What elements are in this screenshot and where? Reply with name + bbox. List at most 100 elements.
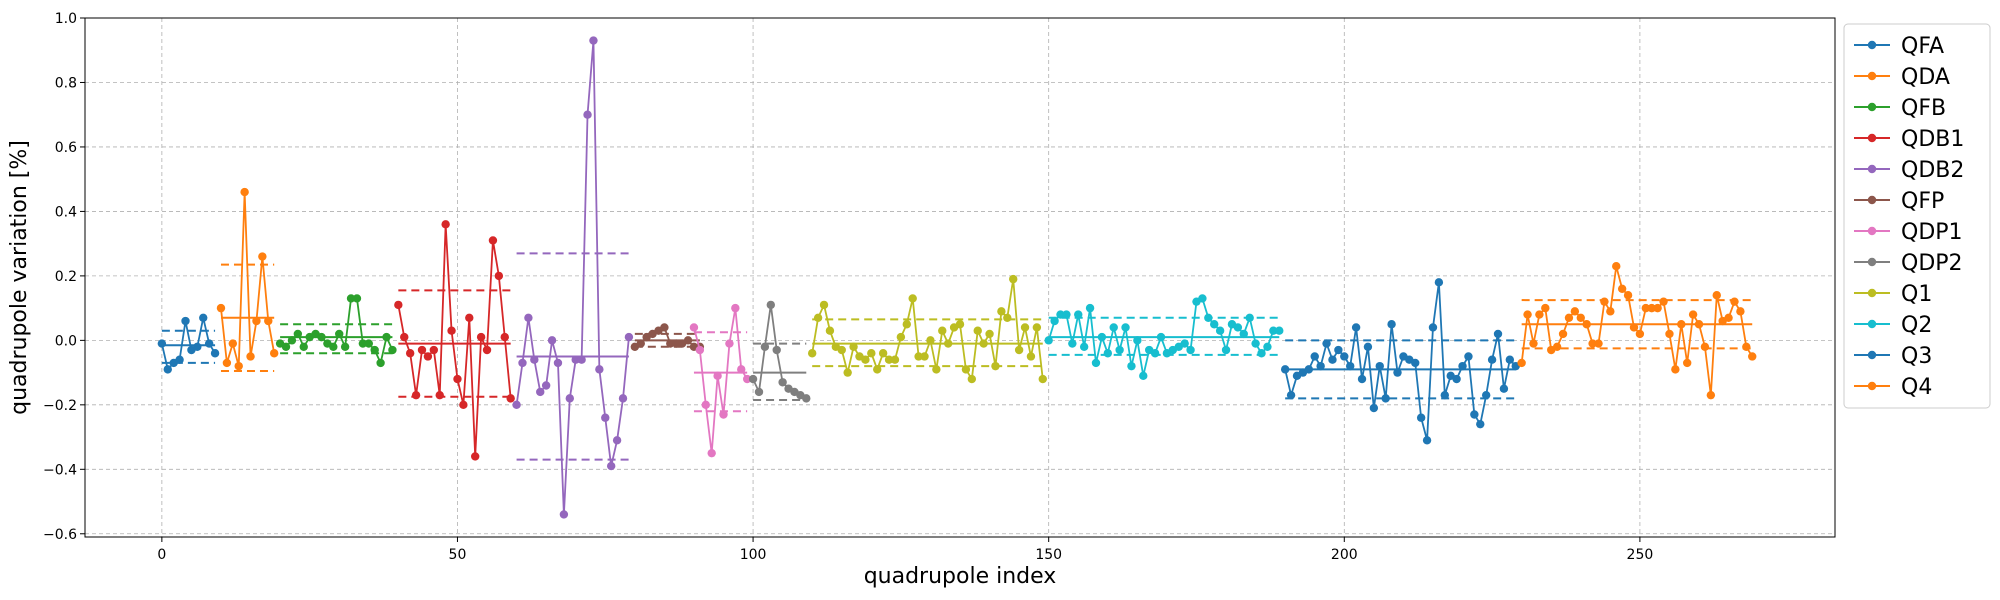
data-point <box>382 332 391 342</box>
legend-marker <box>1867 133 1877 143</box>
series-line <box>1047 297 1280 377</box>
legend-item-qdb2: QDB2 <box>1854 158 1964 183</box>
data-point <box>193 342 202 352</box>
data-point <box>1422 436 1432 445</box>
data-point <box>1221 345 1231 355</box>
data-point <box>748 374 758 384</box>
data-point <box>926 336 935 345</box>
data-point <box>530 355 539 364</box>
data-point <box>1180 339 1189 348</box>
data-point <box>961 365 971 374</box>
data-point <box>1115 345 1124 355</box>
data-point <box>695 345 705 355</box>
data-point <box>1517 358 1526 368</box>
data-point <box>1677 320 1686 329</box>
data-point <box>1056 310 1065 319</box>
data-point <box>388 345 397 355</box>
data-point <box>1529 339 1538 348</box>
data-point <box>873 365 882 374</box>
data-point <box>1606 307 1615 316</box>
data-point <box>601 413 610 422</box>
data-point <box>1588 339 1597 348</box>
data-point <box>536 387 545 397</box>
data-point <box>471 452 480 461</box>
legend-item-qdp1: QDP1 <box>1854 220 1963 245</box>
legend-marker <box>1867 319 1877 329</box>
legend-item-qdb1: QDB1 <box>1854 127 1964 152</box>
data-point <box>281 342 291 352</box>
series-q3 <box>1280 278 1520 445</box>
data-point <box>1186 345 1195 355</box>
data-point <box>204 339 214 348</box>
legend-label: QDB1 <box>1901 127 1964 152</box>
data-point <box>967 374 977 384</box>
data-point <box>943 339 953 348</box>
data-point <box>861 355 870 364</box>
data-point <box>405 349 415 358</box>
data-point <box>618 394 628 403</box>
data-point <box>636 339 645 348</box>
series-qda <box>216 187 279 371</box>
data-point <box>624 332 634 342</box>
data-point <box>1487 355 1497 364</box>
data-point <box>1736 307 1745 316</box>
data-point <box>252 316 261 326</box>
data-point <box>1458 361 1467 371</box>
data-point <box>1671 365 1680 374</box>
data-point <box>1464 352 1473 361</box>
data-point <box>541 381 551 390</box>
legend-item-qfb: QFB <box>1854 96 1946 121</box>
data-point <box>1363 342 1373 352</box>
legend-marker <box>1867 102 1877 112</box>
data-point <box>1541 303 1550 313</box>
series-line <box>160 317 216 372</box>
data-point <box>583 110 592 119</box>
data-point <box>1026 352 1036 361</box>
data-point <box>453 374 462 384</box>
data-point <box>1576 313 1585 322</box>
data-point <box>979 339 988 348</box>
data-point <box>1334 345 1343 355</box>
data-point <box>175 355 184 364</box>
data-point <box>447 326 456 335</box>
data-point <box>819 300 829 310</box>
y-tick-label: 0.2 <box>55 269 77 285</box>
data-point <box>1251 339 1260 348</box>
series-line <box>1284 282 1517 441</box>
series-line <box>220 192 276 367</box>
data-point <box>1481 390 1491 400</box>
data-point <box>1210 320 1219 329</box>
data-point <box>878 349 888 358</box>
data-point <box>1452 374 1461 384</box>
data-point <box>725 339 734 348</box>
x-tick-label: 100 <box>740 547 767 563</box>
data-point <box>813 313 823 322</box>
data-point <box>441 220 450 229</box>
series-qdb1 <box>394 220 515 461</box>
data-point <box>258 252 267 261</box>
data-point <box>1493 329 1503 339</box>
series-qdp1 <box>689 303 752 458</box>
data-point <box>707 448 716 458</box>
x-tick-label: 150 <box>1035 547 1062 563</box>
legend-label: Q2 <box>1901 313 1932 338</box>
legend-label: QFB <box>1901 96 1946 121</box>
data-point <box>1411 358 1420 368</box>
data-point <box>1393 368 1402 377</box>
data-point <box>518 358 527 368</box>
data-point <box>524 313 533 322</box>
data-point <box>1416 413 1426 422</box>
data-point <box>1215 326 1225 335</box>
data-point <box>1304 365 1314 374</box>
data-point <box>181 316 190 326</box>
y-tick-label: 0.0 <box>55 333 77 349</box>
data-point <box>577 355 586 364</box>
data-point <box>1079 342 1089 352</box>
data-point <box>565 394 574 403</box>
data-point <box>1109 323 1118 332</box>
legend-item-q4: Q4 <box>1854 375 1932 400</box>
plot-area-frame <box>84 17 1836 538</box>
data-point <box>364 339 373 348</box>
legend-label: Q3 <box>1901 344 1932 369</box>
